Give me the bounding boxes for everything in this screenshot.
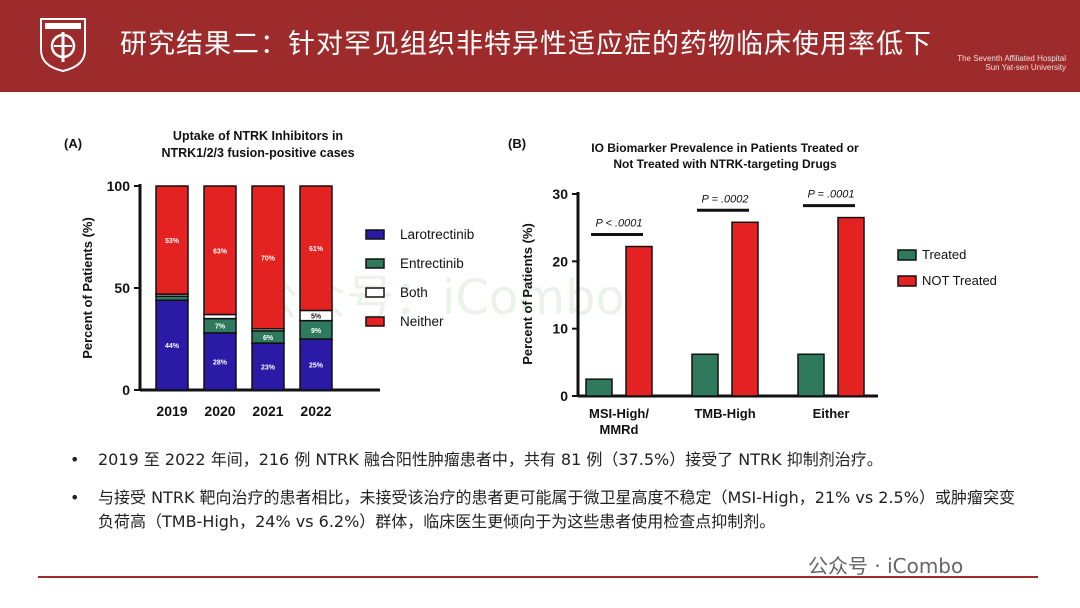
legend-label-treated: Treated	[922, 247, 966, 262]
x-tick-label: 2022	[300, 403, 331, 419]
y-tick-label: 0	[560, 388, 568, 404]
legend-label-both: Both	[400, 285, 428, 300]
x-tick-label: 2021	[252, 403, 283, 419]
hospital-name: The Seventh Affiliated Hospital Sun Yat-…	[957, 54, 1066, 72]
bar-data-label: 28%	[213, 359, 228, 366]
legend-swatch-treated	[897, 249, 917, 261]
chart-b-y-axis-label: Percent of Patients (%)	[520, 223, 535, 365]
bar-data-label: 23%	[261, 365, 276, 372]
chart-b-title-line1: IO Biomarker Prevalence in Patients Trea…	[591, 141, 859, 155]
x-tick-label: TMB-High	[694, 406, 755, 421]
bar-segment-neither	[299, 185, 333, 312]
chart-a-panel-label: (A)	[64, 136, 82, 151]
bar-data-label: 70%	[261, 255, 276, 262]
header-bar: 研究结果二：针对罕见组织非特异性适应症的药物临床使用率低下 The Sevent…	[0, 0, 1080, 92]
bar-data-label: 7%	[215, 324, 226, 331]
bullet-text-2: 与接受 NTRK 靶向治疗的患者相比，未接受该治疗的患者更可能属于微卫星高度不稳…	[98, 488, 1015, 531]
bar-data-label: 61%	[309, 246, 324, 253]
bar-treated	[797, 353, 825, 397]
legend-label-larotrectinib: Larotrectinib	[400, 227, 474, 242]
watermark: 公众号 · iCombo	[808, 554, 964, 578]
bar-not-treated	[731, 221, 759, 397]
p-value-annotation: P = .0001	[808, 189, 855, 201]
bar-not-treated	[625, 245, 653, 397]
bar-data-label: 44%	[165, 343, 180, 350]
bullet-dot: •	[70, 450, 80, 469]
legend-label-neither: Neither	[400, 314, 444, 329]
x-tick-label: Either	[813, 406, 850, 421]
legend-label-entrectinib: Entrectinib	[400, 256, 464, 271]
legend-swatch-not-treated	[897, 275, 917, 287]
legend-swatch-larotrectinib	[365, 229, 385, 240]
bar-segment-larotrectinib	[299, 338, 333, 391]
x-tick-label: MMRd	[600, 422, 639, 434]
bar-data-label: 6%	[263, 335, 274, 342]
bar-data-label: 53%	[165, 238, 180, 245]
university-logo-icon	[40, 18, 86, 72]
bar-treated	[585, 378, 613, 397]
chart-a: (A) Uptake of NTRK Inhibitors in NTRK1/2…	[64, 129, 474, 419]
bar-segment-neither	[155, 185, 189, 295]
bar-segment-larotrectinib	[155, 299, 189, 391]
bar-treated	[691, 353, 719, 397]
legend-label-not-treated: NOT Treated	[922, 273, 997, 288]
footer-divider	[38, 576, 1038, 578]
legend-swatch-both	[365, 287, 385, 298]
y-tick-label: 100	[107, 178, 131, 194]
bar-data-label: 63%	[213, 248, 228, 255]
page-title: 研究结果二：针对罕见组织非特异性适应症的药物临床使用率低下	[120, 29, 932, 60]
chart-a-title-line2: NTRK1/2/3 fusion-positive cases	[161, 146, 354, 160]
bar-segment-neither	[203, 185, 237, 316]
bullet-text-1: 2019 至 2022 年间，216 例 NTRK 融合阳性肿瘤患者中，共有 8…	[98, 450, 883, 469]
y-tick-label: 0	[122, 382, 130, 398]
chart-b: (B) IO Biomarker Prevalence in Patients …	[508, 136, 997, 434]
hospital-line1: The Seventh Affiliated Hospital	[957, 54, 1066, 63]
chart-b-title-line2: Not Treated with NTRK-targeting Drugs	[613, 157, 837, 171]
bullet-item-1: • 2019 至 2022 年间，216 例 NTRK 融合阳性肿瘤患者中，共有…	[68, 448, 1028, 472]
legend-swatch-neither	[365, 316, 385, 327]
bar-data-label: 5%	[311, 314, 322, 321]
y-tick-label: 50	[114, 280, 130, 296]
y-tick-label: 10	[552, 321, 568, 337]
y-tick-label: 20	[552, 253, 568, 269]
chart-a-title-line1: Uptake of NTRK Inhibitors in	[173, 129, 343, 143]
bar-data-label: 9%	[311, 328, 322, 335]
p-value-annotation: P = .0002	[702, 193, 749, 205]
bar-data-label: 25%	[309, 363, 324, 370]
bullet-list: • 2019 至 2022 年间，216 例 NTRK 融合阳性肿瘤患者中，共有…	[68, 448, 1028, 548]
p-value-annotation: P < .0001	[596, 218, 643, 230]
bar-not-treated	[837, 216, 865, 397]
bullet-dot: •	[70, 488, 80, 507]
x-tick-label: MSI-High/	[589, 406, 649, 421]
bar-segment-larotrectinib	[203, 332, 237, 391]
chart-a-y-axis-label: Percent of Patients (%)	[80, 217, 95, 359]
hospital-line2: Sun Yat-sen University	[985, 63, 1066, 72]
bar-segment-larotrectinib	[251, 342, 285, 391]
x-tick-label: 2019	[156, 403, 187, 419]
x-tick-label: 2020	[204, 403, 235, 419]
y-tick-label: 30	[552, 186, 568, 202]
bullet-item-2: • 与接受 NTRK 靶向治疗的患者相比，未接受该治疗的患者更可能属于微卫星高度…	[68, 486, 1028, 534]
chart-b-panel-label: (B)	[508, 136, 526, 151]
bar-segment-neither	[251, 185, 285, 330]
legend-swatch-entrectinib	[365, 258, 385, 269]
